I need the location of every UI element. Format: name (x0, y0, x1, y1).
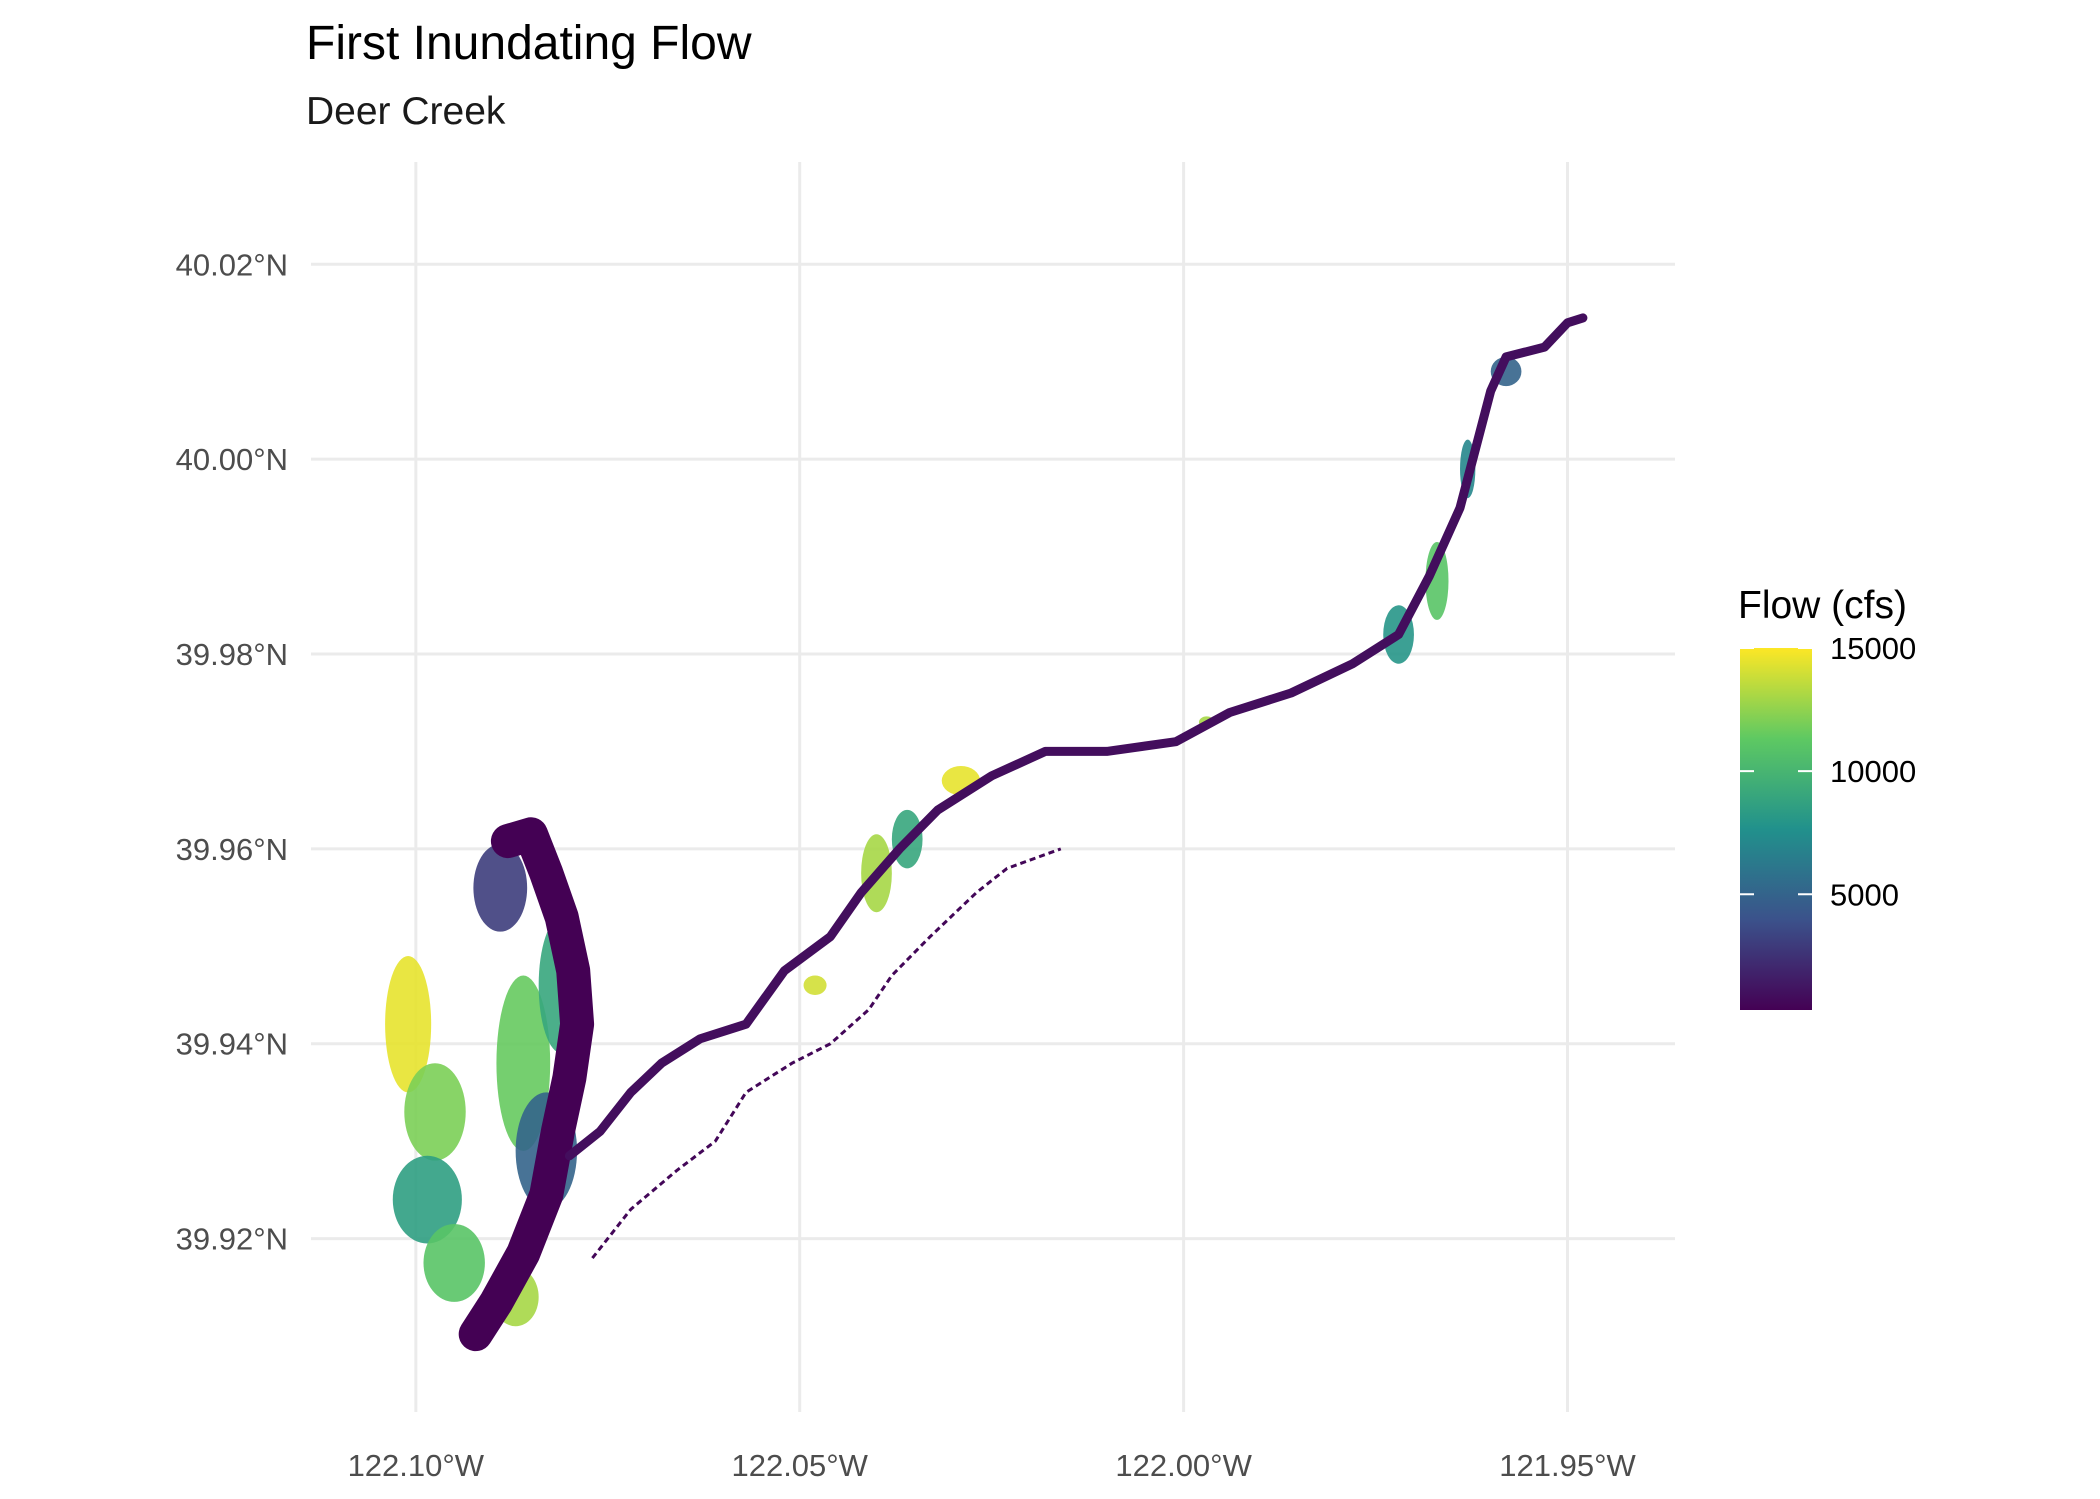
x-tick-label: 122.00°W (1115, 1448, 1252, 1483)
x-axis-ticks: 122.10°W 122.05°W 122.00°W 121.95°W (348, 1448, 1637, 1483)
y-tick-label: 39.96°N (176, 832, 288, 867)
legend-label: 5000 (1830, 877, 1899, 912)
legend-label: 10000 (1830, 754, 1916, 789)
gridlines (311, 162, 1675, 1412)
lower-channel-band (458, 817, 595, 1352)
y-tick-label: 40.02°N (176, 247, 288, 282)
floodplain-patch (423, 1223, 485, 1302)
y-tick-label: 39.98°N (176, 637, 288, 672)
y-tick-label: 39.92°N (176, 1222, 288, 1257)
x-tick-label: 122.10°W (348, 1448, 485, 1483)
legend: Flow (cfs) 15000 10000 5000 (1738, 584, 1916, 1010)
map-subtitle: Deer Creek (306, 90, 506, 133)
floodplain-patch (385, 956, 432, 1093)
river-channels (458, 313, 1588, 1352)
x-tick-label: 121.95°W (1499, 1448, 1636, 1483)
floodplain-patch (392, 1155, 462, 1244)
legend-colorbar (1740, 648, 1812, 1010)
floodplain-patch (803, 975, 827, 996)
x-tick-label: 122.05°W (731, 1448, 868, 1483)
y-axis-ticks: 39.92°N 39.94°N 39.96°N 39.98°N 40.00°N 40.02… (176, 247, 288, 1256)
floodplain-patch (473, 843, 528, 932)
y-tick-label: 39.94°N (176, 1027, 288, 1062)
legend-label: 15000 (1830, 631, 1916, 666)
legend-title: Flow (cfs) (1738, 584, 1907, 627)
map-title: First Inundating Flow (306, 17, 752, 70)
floodplain-patch (404, 1063, 466, 1161)
y-tick-label: 40.00°N (176, 442, 288, 477)
legend-ticks: 15000 10000 5000 (1740, 631, 1916, 912)
main-river-channel (564, 313, 1588, 1161)
secondary-channel (591, 847, 1062, 1260)
